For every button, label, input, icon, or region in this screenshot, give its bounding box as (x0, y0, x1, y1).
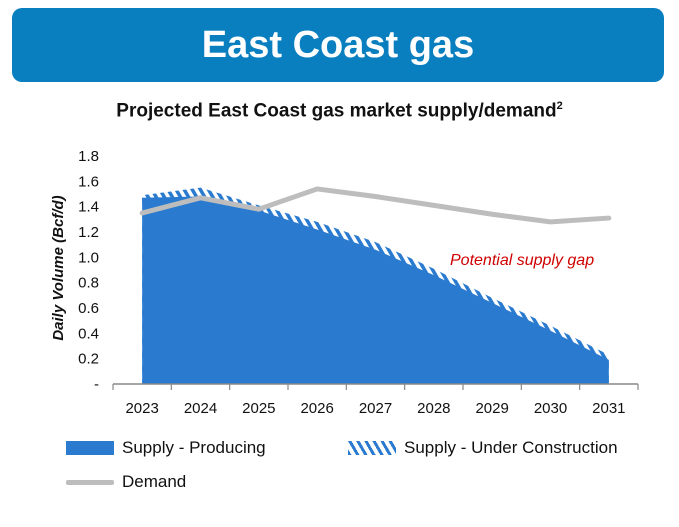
x-tick-label: 2030 (534, 400, 567, 417)
y-tick-label: 1.0 (78, 249, 99, 266)
y-tick-label: 1.8 (78, 148, 99, 165)
legend-swatch-producing (66, 441, 114, 455)
header-banner: East Coast gas (12, 8, 664, 82)
x-tick-label: 2026 (300, 400, 333, 417)
x-tick-label: 2029 (475, 400, 508, 417)
legend-swatch-under-construction (348, 441, 396, 455)
y-tick-label: 0.2 (78, 351, 99, 368)
y-tick-label: 1.4 (78, 199, 99, 216)
legend-item-under-construction: Supply - Under Construction (348, 438, 618, 458)
annotation-supply-gap: Potential supply gap (450, 252, 594, 269)
y-tick-label: 0.8 (78, 275, 99, 292)
banner-title: East Coast gas (201, 23, 475, 66)
x-tick-label: 2023 (125, 400, 158, 417)
y-tick-label: - (94, 376, 99, 393)
y-tick-label: 1.2 (78, 224, 99, 241)
x-tick-label: 2028 (417, 400, 450, 417)
x-tick-label: 2024 (184, 400, 217, 417)
y-axis-label: Daily Volume (Bcf/d) (50, 195, 67, 340)
legend-label-demand: Demand (122, 472, 187, 491)
series-area-producing (142, 196, 609, 384)
legend-item-demand: Demand (66, 472, 186, 492)
chart-title: Projected East Coast gas market supply/d… (0, 100, 679, 122)
y-tick-label: 0.4 (78, 325, 99, 342)
x-tick-label: 2027 (359, 400, 392, 417)
chart-title-text: Projected East Coast gas market supply/d… (116, 100, 557, 122)
series-line-demand (139, 186, 612, 225)
legend-swatch-demand (66, 479, 114, 485)
x-tick-label: 2031 (592, 400, 625, 417)
y-tick-label: 0.6 (78, 300, 99, 317)
y-tick-label: 1.6 (78, 173, 99, 190)
chart-title-footnote: 2 (556, 100, 563, 112)
x-tick-label: 2025 (242, 400, 275, 417)
legend-label-producing: Supply - Producing (122, 438, 266, 457)
legend-label-under-construction: Supply - Under Construction (404, 438, 618, 457)
legend-item-producing: Supply - Producing (66, 438, 266, 458)
